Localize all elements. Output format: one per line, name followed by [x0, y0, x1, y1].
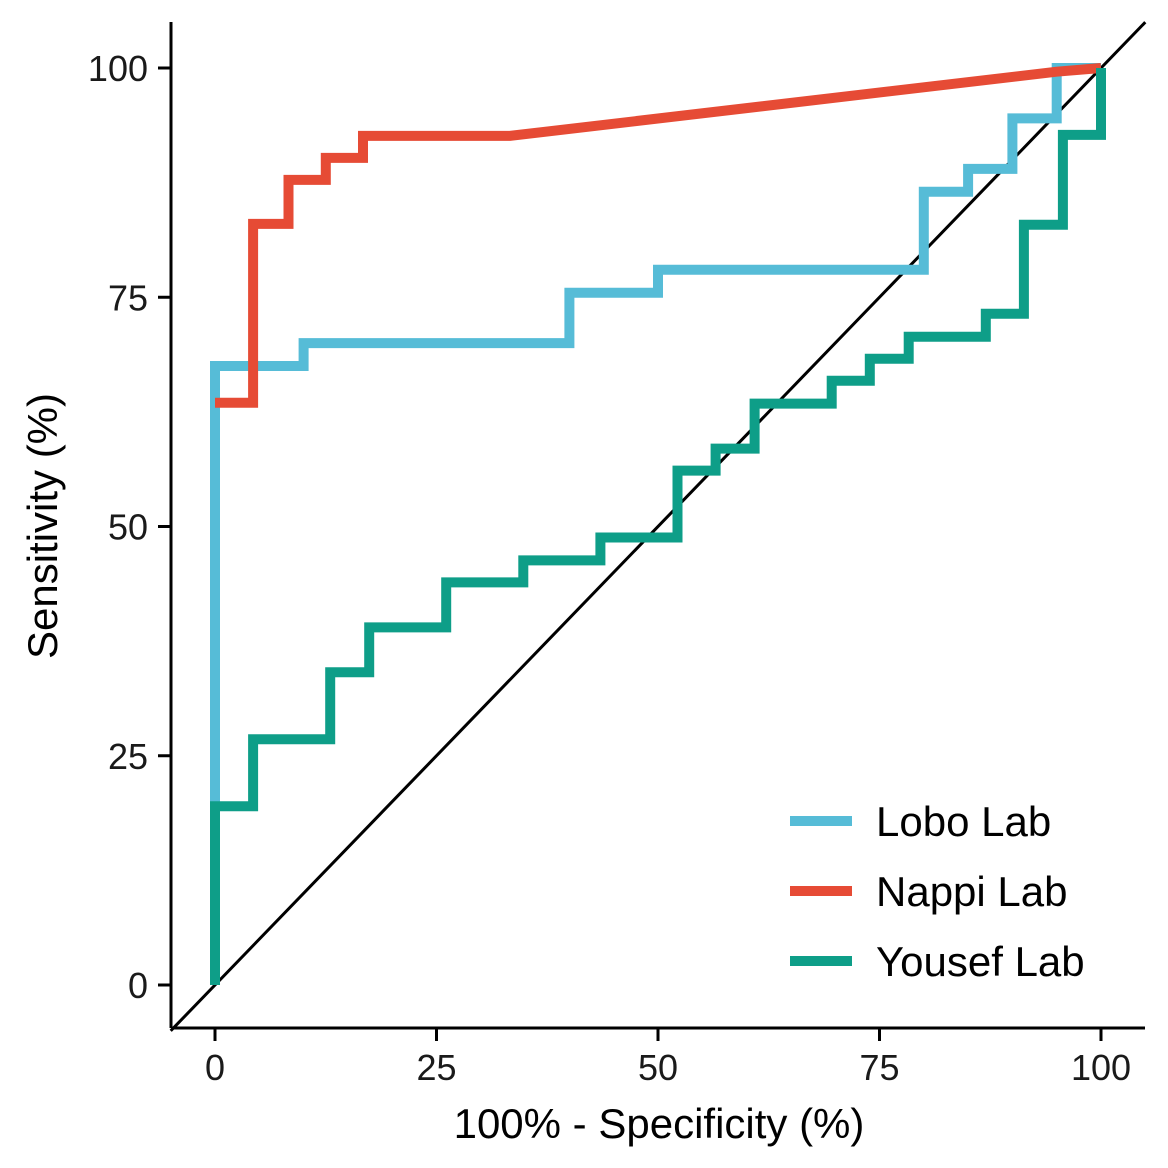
series-line-lobo-lab: [210, 63, 1101, 802]
y-axis-title: Sensitivity (%): [19, 393, 66, 659]
ticks: 0 25 50 75 100 0 25 50 75 100: [88, 48, 1131, 1088]
y-tick-label: 0: [128, 965, 148, 1006]
x-tick-label: 50: [638, 1047, 678, 1088]
x-tick-label: 100: [1071, 1047, 1131, 1088]
y-tick-label: 100: [88, 48, 148, 89]
legend-label: Lobo Lab: [876, 798, 1051, 845]
series-line-nappi-lab: [215, 63, 1102, 408]
x-tick-label: 0: [205, 1047, 225, 1088]
x-tick-label: 25: [416, 1047, 456, 1088]
x-tick-label: 75: [859, 1047, 899, 1088]
legend-label: Yousef Lab: [876, 938, 1085, 985]
plot-area: [169, 21, 1147, 1032]
y-tick-label: 50: [108, 507, 148, 548]
legend-label: Nappi Lab: [876, 868, 1067, 915]
y-tick-label: 25: [108, 736, 148, 777]
x-axis-title: 100% - Specificity (%): [454, 1100, 865, 1147]
y-tick-label: 75: [108, 277, 148, 318]
reference-diagonal-line: [169, 21, 1147, 1032]
legend: Lobo Lab Nappi Lab Yousef Lab: [790, 798, 1085, 985]
series-line-yousef-lab: [210, 68, 1106, 985]
